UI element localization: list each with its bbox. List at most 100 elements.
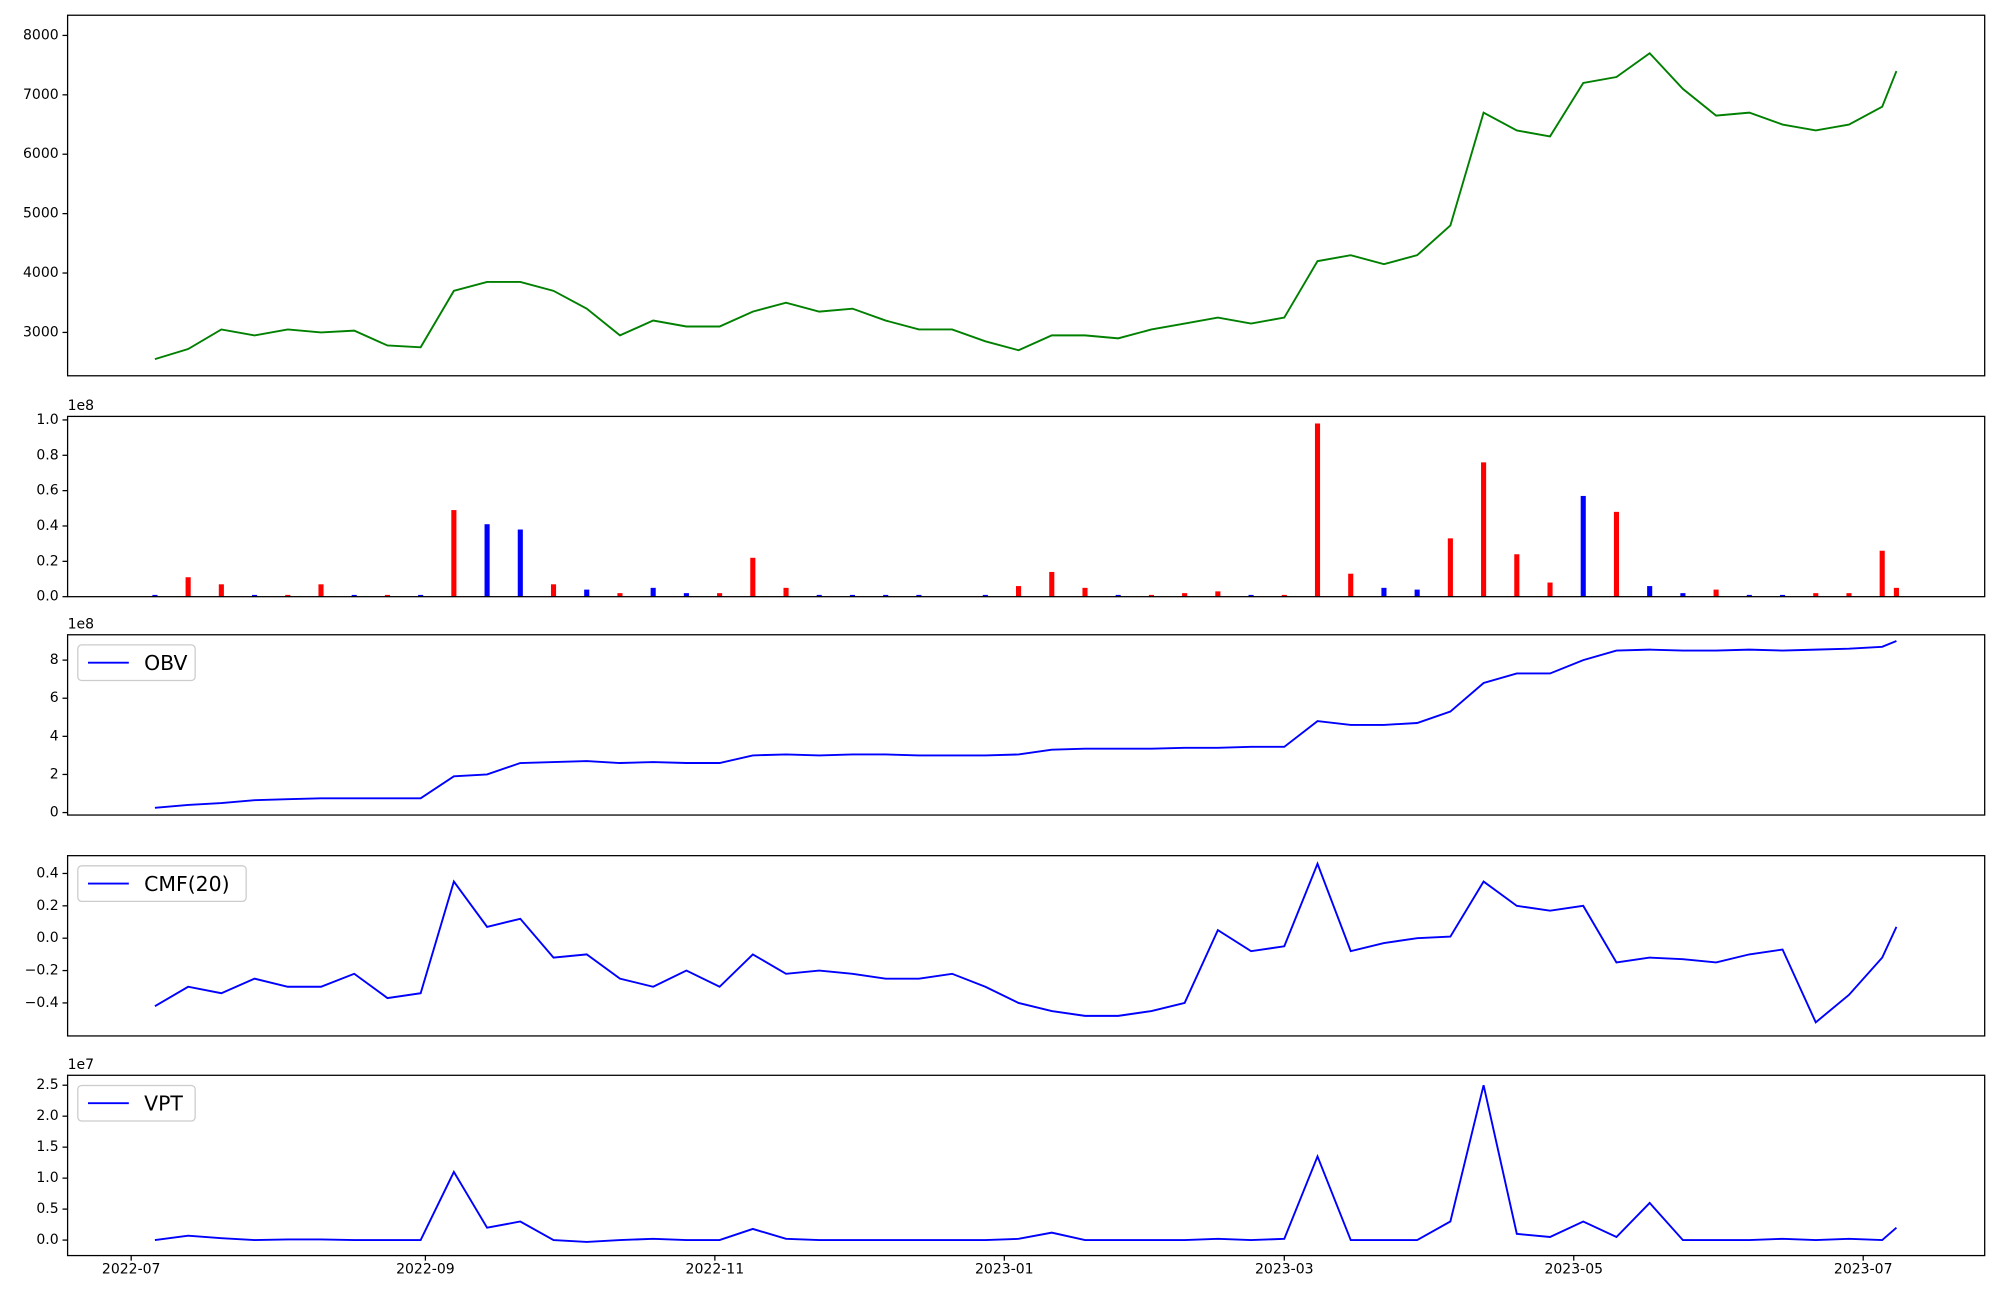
- bar: [451, 510, 457, 597]
- bar: [517, 529, 523, 597]
- bar: [1879, 550, 1885, 597]
- bar: [1082, 587, 1088, 597]
- x-tick-label: 2023-07: [1834, 1262, 1893, 1278]
- y-tick-label: 6: [50, 690, 59, 706]
- bar: [418, 594, 424, 597]
- x-tick-label: 2022-11: [686, 1262, 745, 1278]
- y-tick-label: −0.2: [25, 963, 59, 979]
- bar: [982, 594, 988, 597]
- x-tick-label: 2023-05: [1544, 1262, 1603, 1278]
- bar: [849, 594, 856, 597]
- axes-frame: [66, 634, 1986, 816]
- bar: [1481, 462, 1487, 597]
- bar: [152, 594, 158, 597]
- bar: [285, 594, 291, 597]
- bar: [650, 587, 656, 597]
- line: [154, 51, 1898, 361]
- bar: [1281, 594, 1287, 597]
- y-tick-label: 1.5: [36, 1139, 58, 1155]
- bar: [1813, 593, 1819, 597]
- bar: [617, 593, 623, 597]
- y-tick-label: 0: [50, 805, 59, 821]
- line: [154, 861, 1898, 1024]
- axis-offset: 1e8: [68, 398, 94, 414]
- y-tick-label: 2.5: [36, 1077, 58, 1093]
- bar: [1148, 594, 1154, 597]
- y-tick-label: 6000: [23, 146, 59, 162]
- bar: [916, 594, 922, 597]
- x-tick-label: 2022-07: [102, 1262, 161, 1278]
- y-tick-label: 0.8: [36, 447, 58, 463]
- bar: [1746, 594, 1752, 597]
- legend-box: [77, 1084, 196, 1122]
- legend-label: CMF(20): [144, 872, 229, 896]
- bar: [1248, 594, 1254, 597]
- bar: [750, 557, 756, 597]
- bar: [1115, 594, 1121, 597]
- bar: [252, 594, 258, 597]
- bar: [1414, 589, 1420, 597]
- bar: [218, 584, 224, 597]
- legend-box: [77, 865, 247, 903]
- bar: [1580, 495, 1586, 597]
- bar: [1016, 586, 1022, 597]
- bar: [1846, 593, 1852, 597]
- line: [154, 1084, 1898, 1243]
- axes-frame: [66, 415, 1986, 598]
- y-tick-label: 0.6: [36, 483, 58, 499]
- bar: [584, 589, 590, 597]
- axes-frame: [66, 14, 1986, 377]
- y-tick-label: 0.2: [36, 553, 58, 569]
- bar: [1514, 554, 1520, 597]
- bar: [318, 584, 324, 597]
- bar: [1314, 423, 1321, 597]
- y-tick-label: 2.0: [36, 1108, 58, 1124]
- y-tick-label: 1.0: [36, 1170, 58, 1186]
- y-tick-label: 0.4: [36, 865, 58, 881]
- legend-label: OBV: [144, 651, 187, 675]
- bar: [1893, 587, 1899, 597]
- y-tick-label: −0.4: [25, 995, 59, 1011]
- bar: [185, 577, 191, 597]
- legend-box: [77, 644, 196, 682]
- line: [154, 640, 1897, 809]
- bar: [1182, 593, 1188, 597]
- y-tick-label: 0.0: [36, 589, 58, 605]
- y-tick-label: 2: [50, 766, 59, 782]
- bar: [1049, 571, 1055, 597]
- axis-offset: 1e8: [68, 617, 94, 633]
- bar: [1647, 586, 1653, 597]
- y-tick-label: 1.0: [36, 412, 58, 428]
- y-tick-label: 8: [50, 652, 59, 668]
- bar: [683, 593, 689, 597]
- legend-label: VPT: [144, 1092, 183, 1116]
- y-tick-label: 4000: [23, 265, 59, 281]
- bar: [1713, 589, 1719, 597]
- x-tick-label: 2023-03: [1255, 1262, 1314, 1278]
- bar: [1348, 573, 1354, 597]
- bar: [351, 594, 357, 597]
- bar: [1547, 582, 1553, 597]
- bar: [1215, 591, 1221, 597]
- bar: [783, 587, 789, 597]
- y-tick-label: 3000: [23, 324, 59, 340]
- y-tick-label: 0.0: [36, 1232, 58, 1248]
- bar: [384, 594, 390, 597]
- y-tick-label: 0.2: [36, 898, 58, 914]
- x-tick-label: 2022-09: [396, 1262, 455, 1278]
- bar: [717, 593, 723, 597]
- bar: [550, 584, 557, 597]
- y-tick-label: 0.4: [36, 518, 58, 534]
- axes-frame: [66, 855, 1986, 1037]
- x-tick-label: 2023-01: [975, 1262, 1034, 1278]
- bar: [1779, 594, 1786, 597]
- bar: [484, 524, 490, 597]
- bar: [1613, 511, 1620, 597]
- y-tick-label: 7000: [23, 87, 59, 103]
- y-tick-label: 4: [50, 728, 59, 744]
- y-tick-label: 8000: [23, 27, 59, 43]
- y-tick-label: 5000: [23, 206, 59, 222]
- bar: [1680, 593, 1686, 597]
- bar: [1447, 538, 1453, 597]
